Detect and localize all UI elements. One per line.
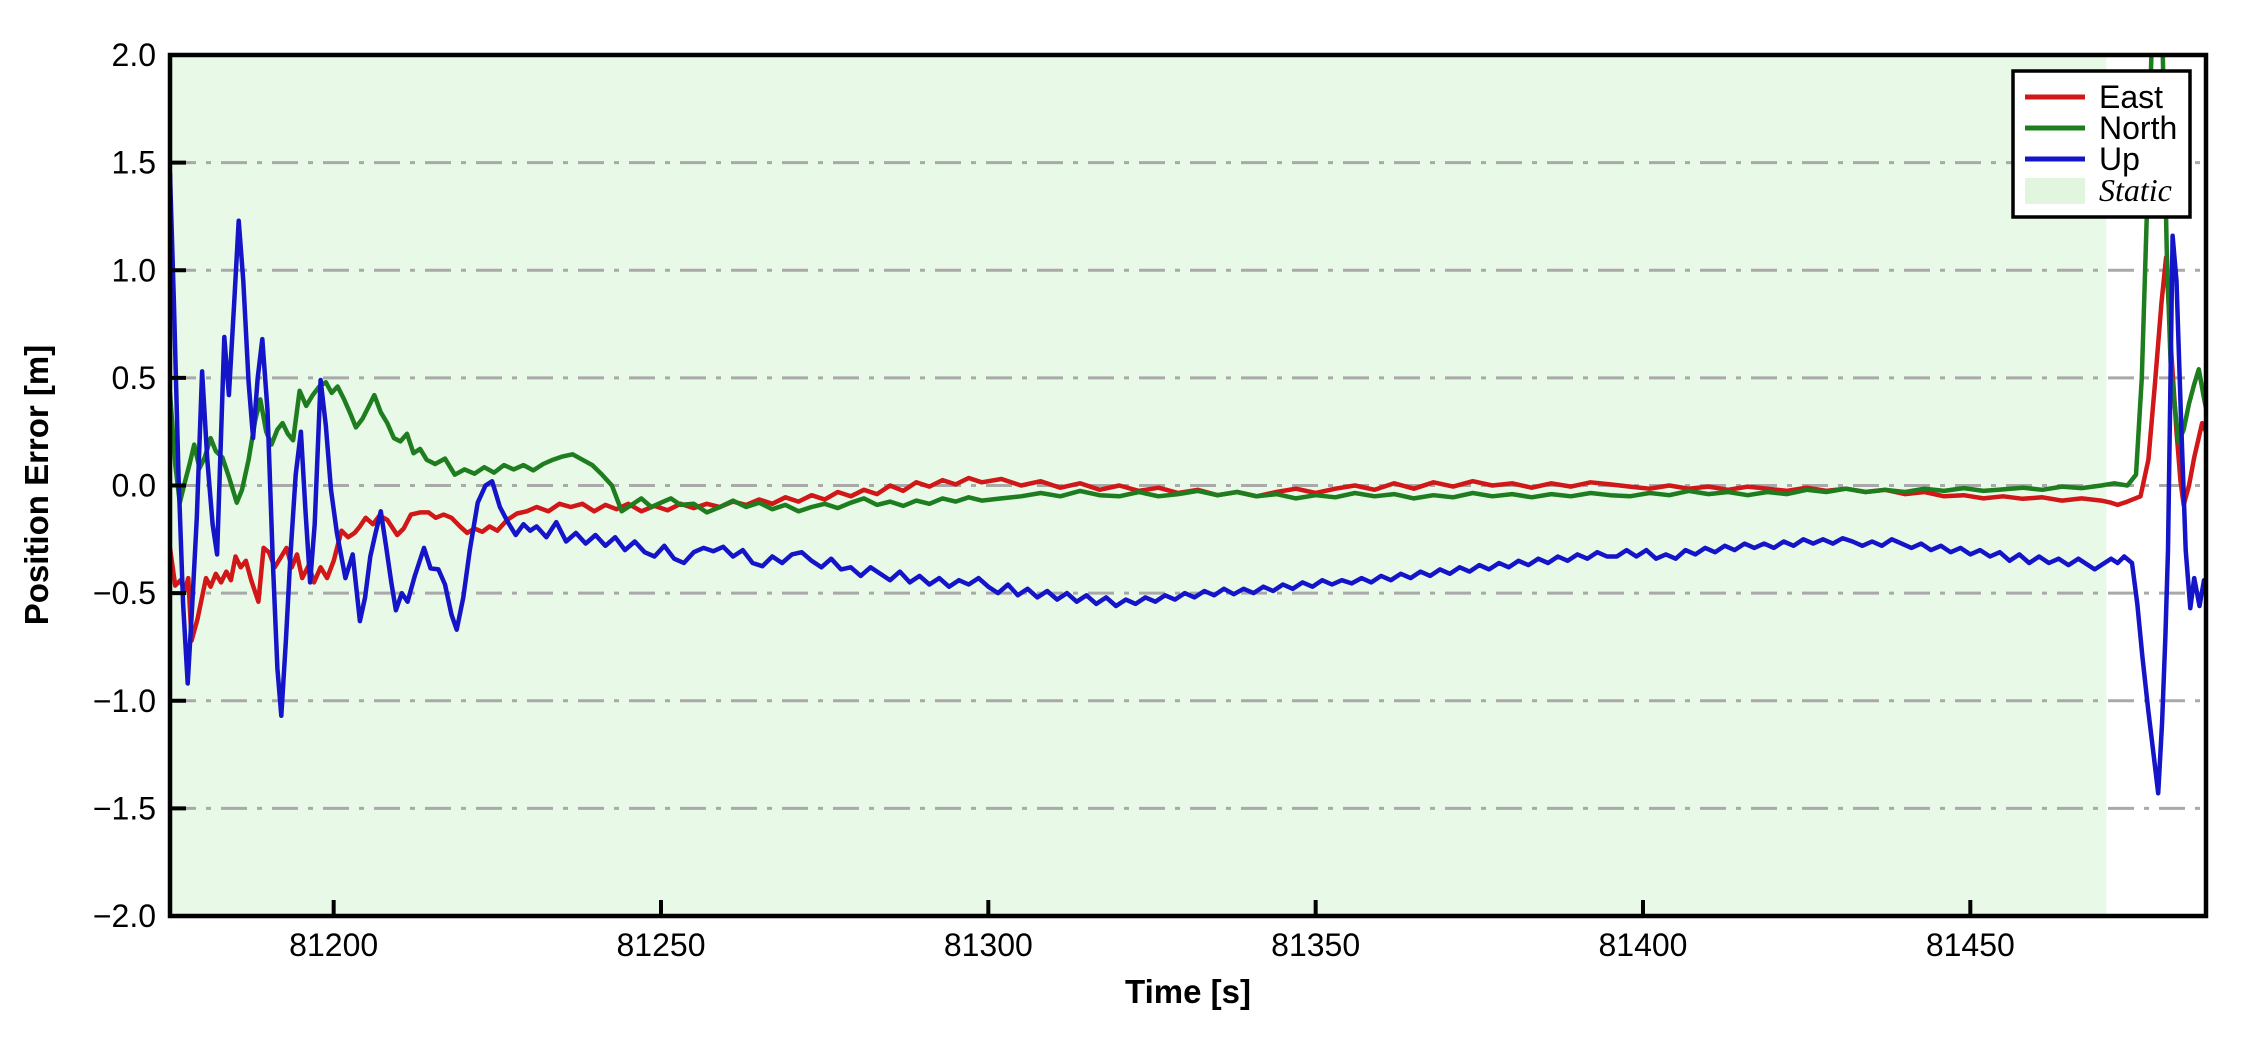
y-tick-label-−1.5: −1.5 <box>93 790 156 826</box>
series-line-north <box>170 55 2206 515</box>
x-tick-label-81200: 81200 <box>289 927 378 963</box>
y-tick-label-−2.0: −2.0 <box>93 898 156 934</box>
legend-label-up: Up <box>2099 141 2140 177</box>
tick-labels: 2.0 1.5 1.0 0.5 0.0 −0.5 −1.0 −1.5 −2.0 81200 8125… <box>93 37 2015 963</box>
y-tick-label-−0.5: −0.5 <box>93 575 156 611</box>
y-tick-label-1.5: 1.5 <box>112 145 156 181</box>
legend-patch-static <box>2025 178 2085 204</box>
x-tick-label-81450: 81450 <box>1926 927 2015 963</box>
y-tick-label-0.5: 0.5 <box>112 360 156 396</box>
axes <box>167 52 2209 919</box>
x-tick-label-81350: 81350 <box>1271 927 1360 963</box>
y-tick-label-2.0: 2.0 <box>112 37 156 73</box>
data-series <box>170 55 2206 796</box>
series-line-up <box>170 171 2206 796</box>
x-tick-label-81300: 81300 <box>944 927 1033 963</box>
y-tick-label-0.0: 0.0 <box>112 468 156 504</box>
x-tick-label-81400: 81400 <box>1598 927 1687 963</box>
y-tick-label-1.0: 1.0 <box>112 252 156 288</box>
legend-label-east: East <box>2099 79 2163 115</box>
x-tick-label-81250: 81250 <box>617 927 706 963</box>
gridlines <box>170 161 2206 810</box>
legend-label-static: Static <box>2099 172 2172 208</box>
legend-label-north: North <box>2099 110 2177 146</box>
y-axis-label: Position Error [m] <box>18 345 55 626</box>
y-tick-label-−1.0: −1.0 <box>93 683 156 719</box>
x-axis-label: Time [s] <box>1125 973 1251 1010</box>
